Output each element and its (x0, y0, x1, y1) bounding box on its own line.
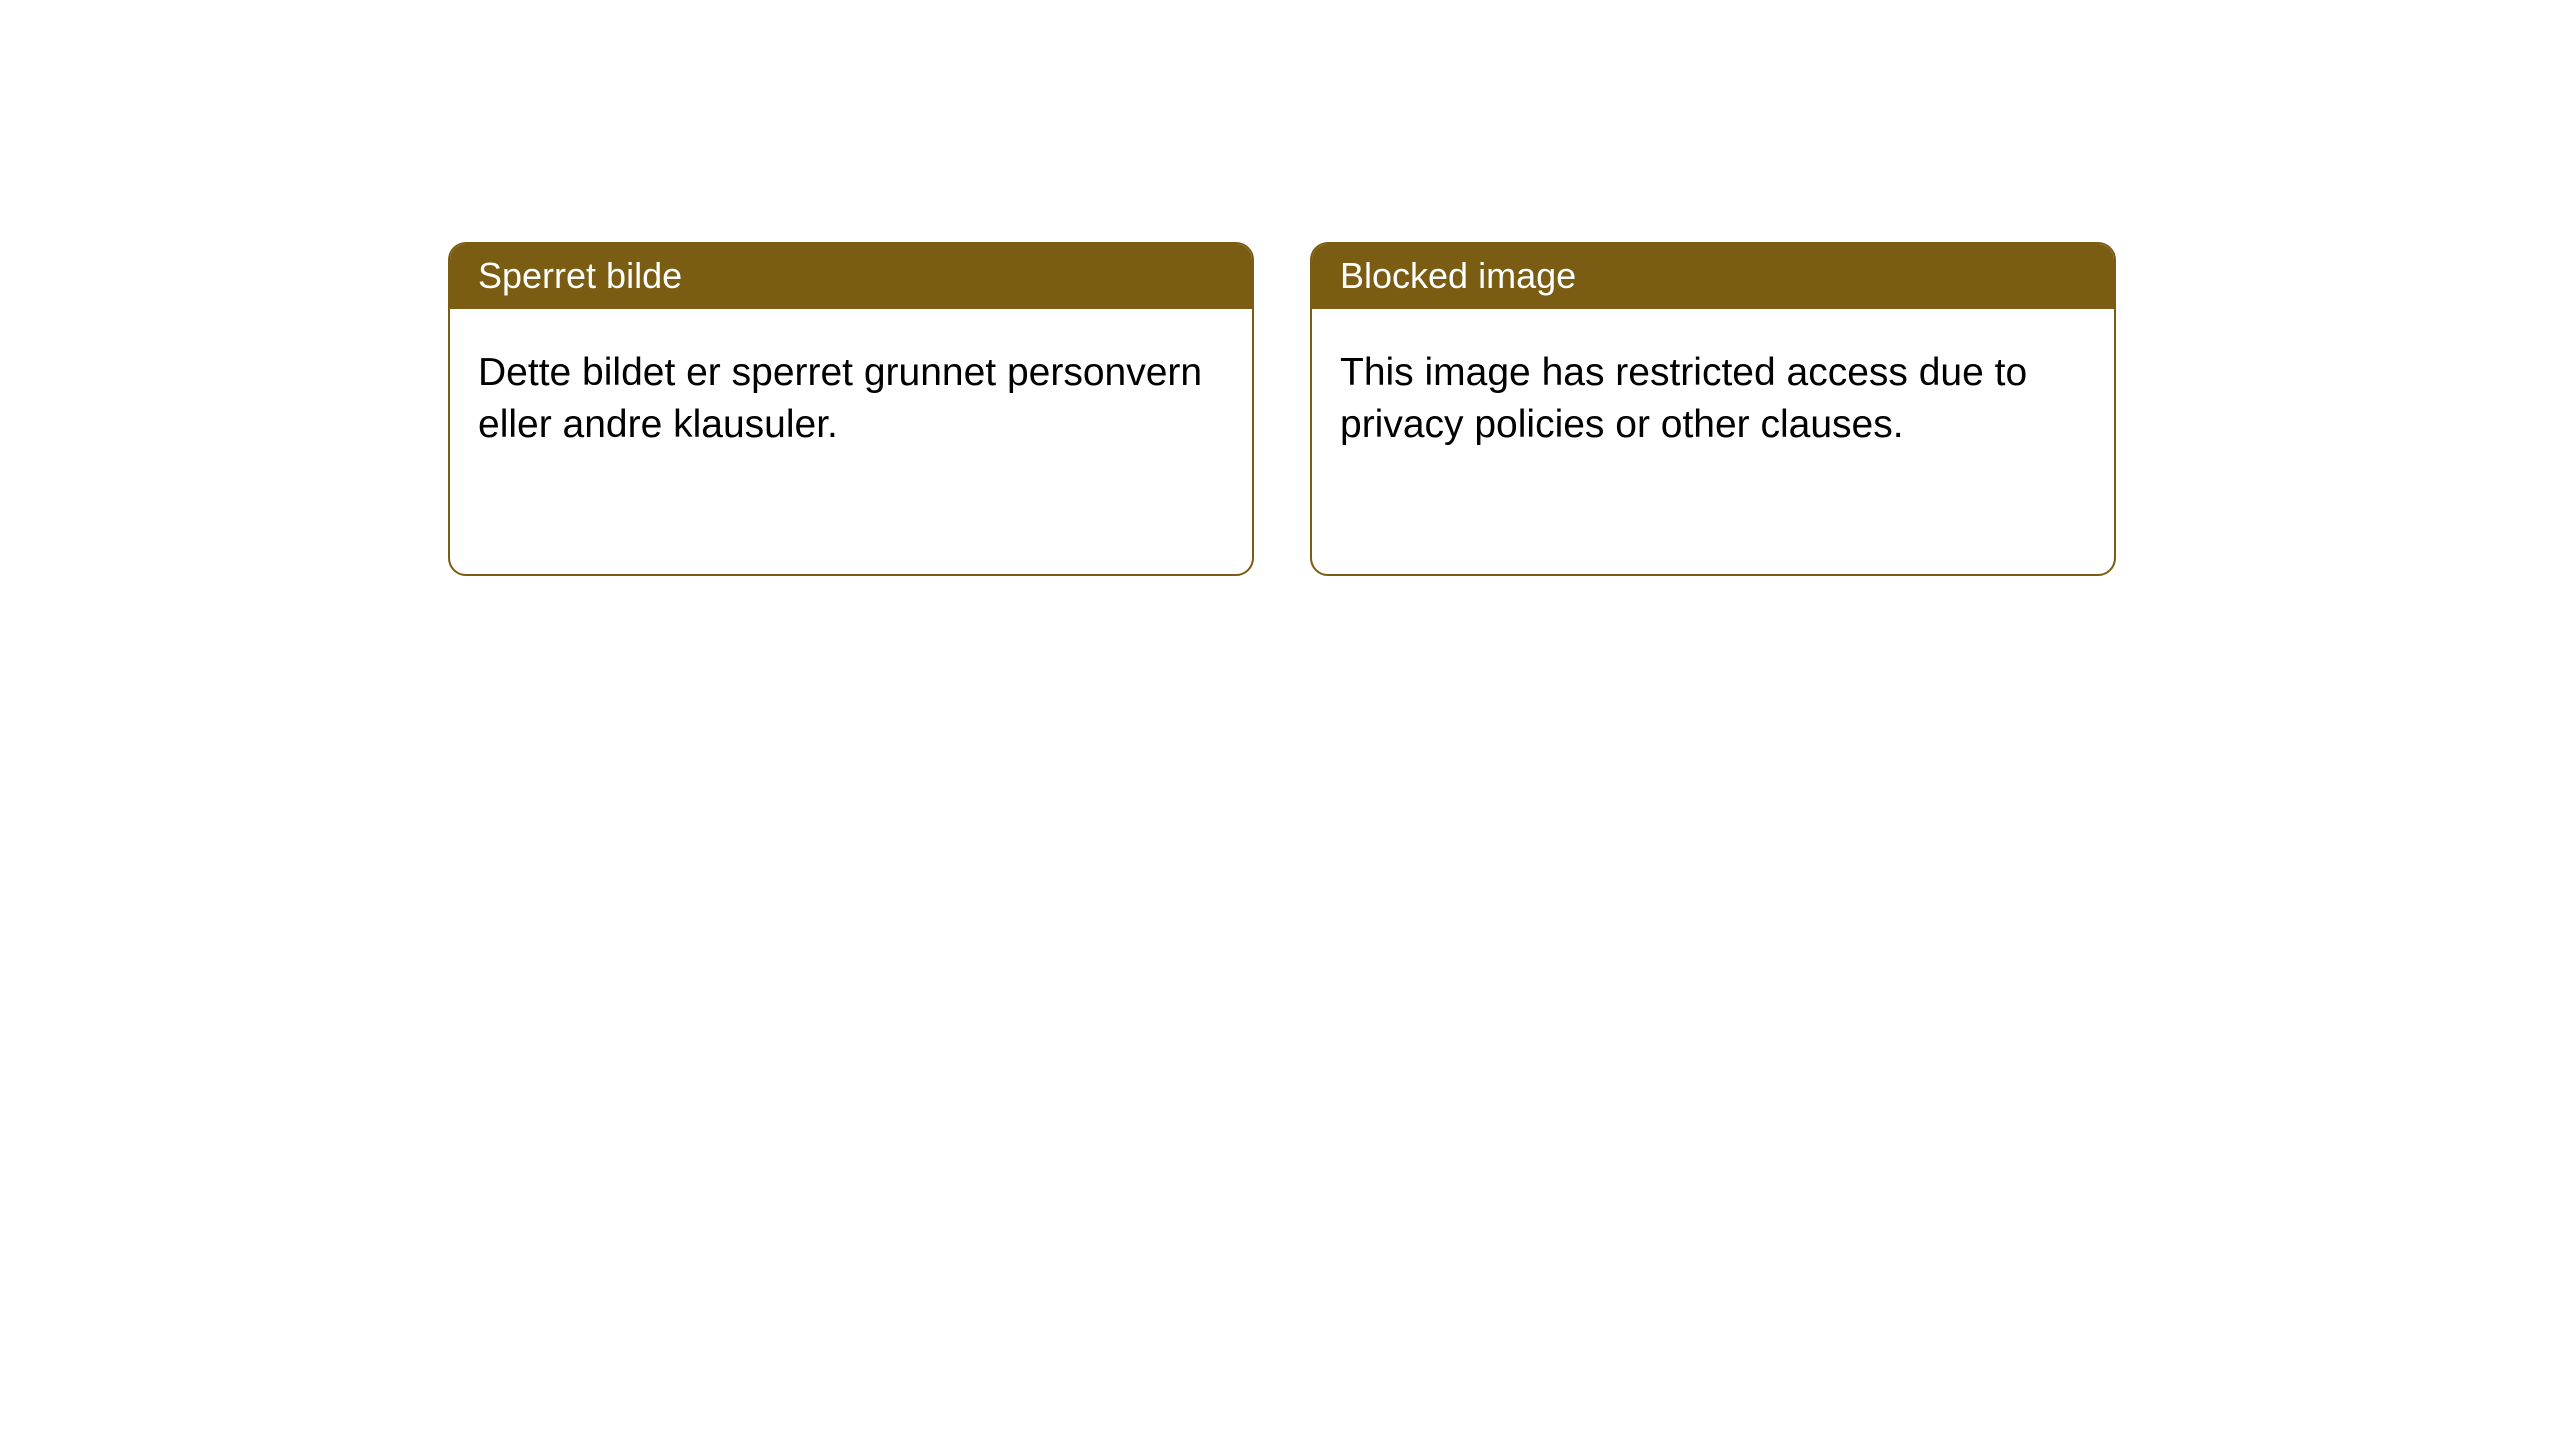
notice-card-english: Blocked image This image has restricted … (1310, 242, 2116, 576)
card-title: Sperret bilde (478, 255, 682, 296)
notice-cards-container: Sperret bilde Dette bildet er sperret gr… (448, 242, 2116, 576)
notice-card-norwegian: Sperret bilde Dette bildet er sperret gr… (448, 242, 1254, 576)
card-header: Sperret bilde (450, 244, 1252, 309)
card-body: Dette bildet er sperret grunnet personve… (450, 309, 1252, 479)
card-body-text: This image has restricted access due to … (1340, 351, 2027, 446)
card-body: This image has restricted access due to … (1312, 309, 2114, 479)
card-body-text: Dette bildet er sperret grunnet personve… (478, 351, 1202, 446)
card-title: Blocked image (1340, 255, 1576, 296)
card-header: Blocked image (1312, 244, 2114, 309)
